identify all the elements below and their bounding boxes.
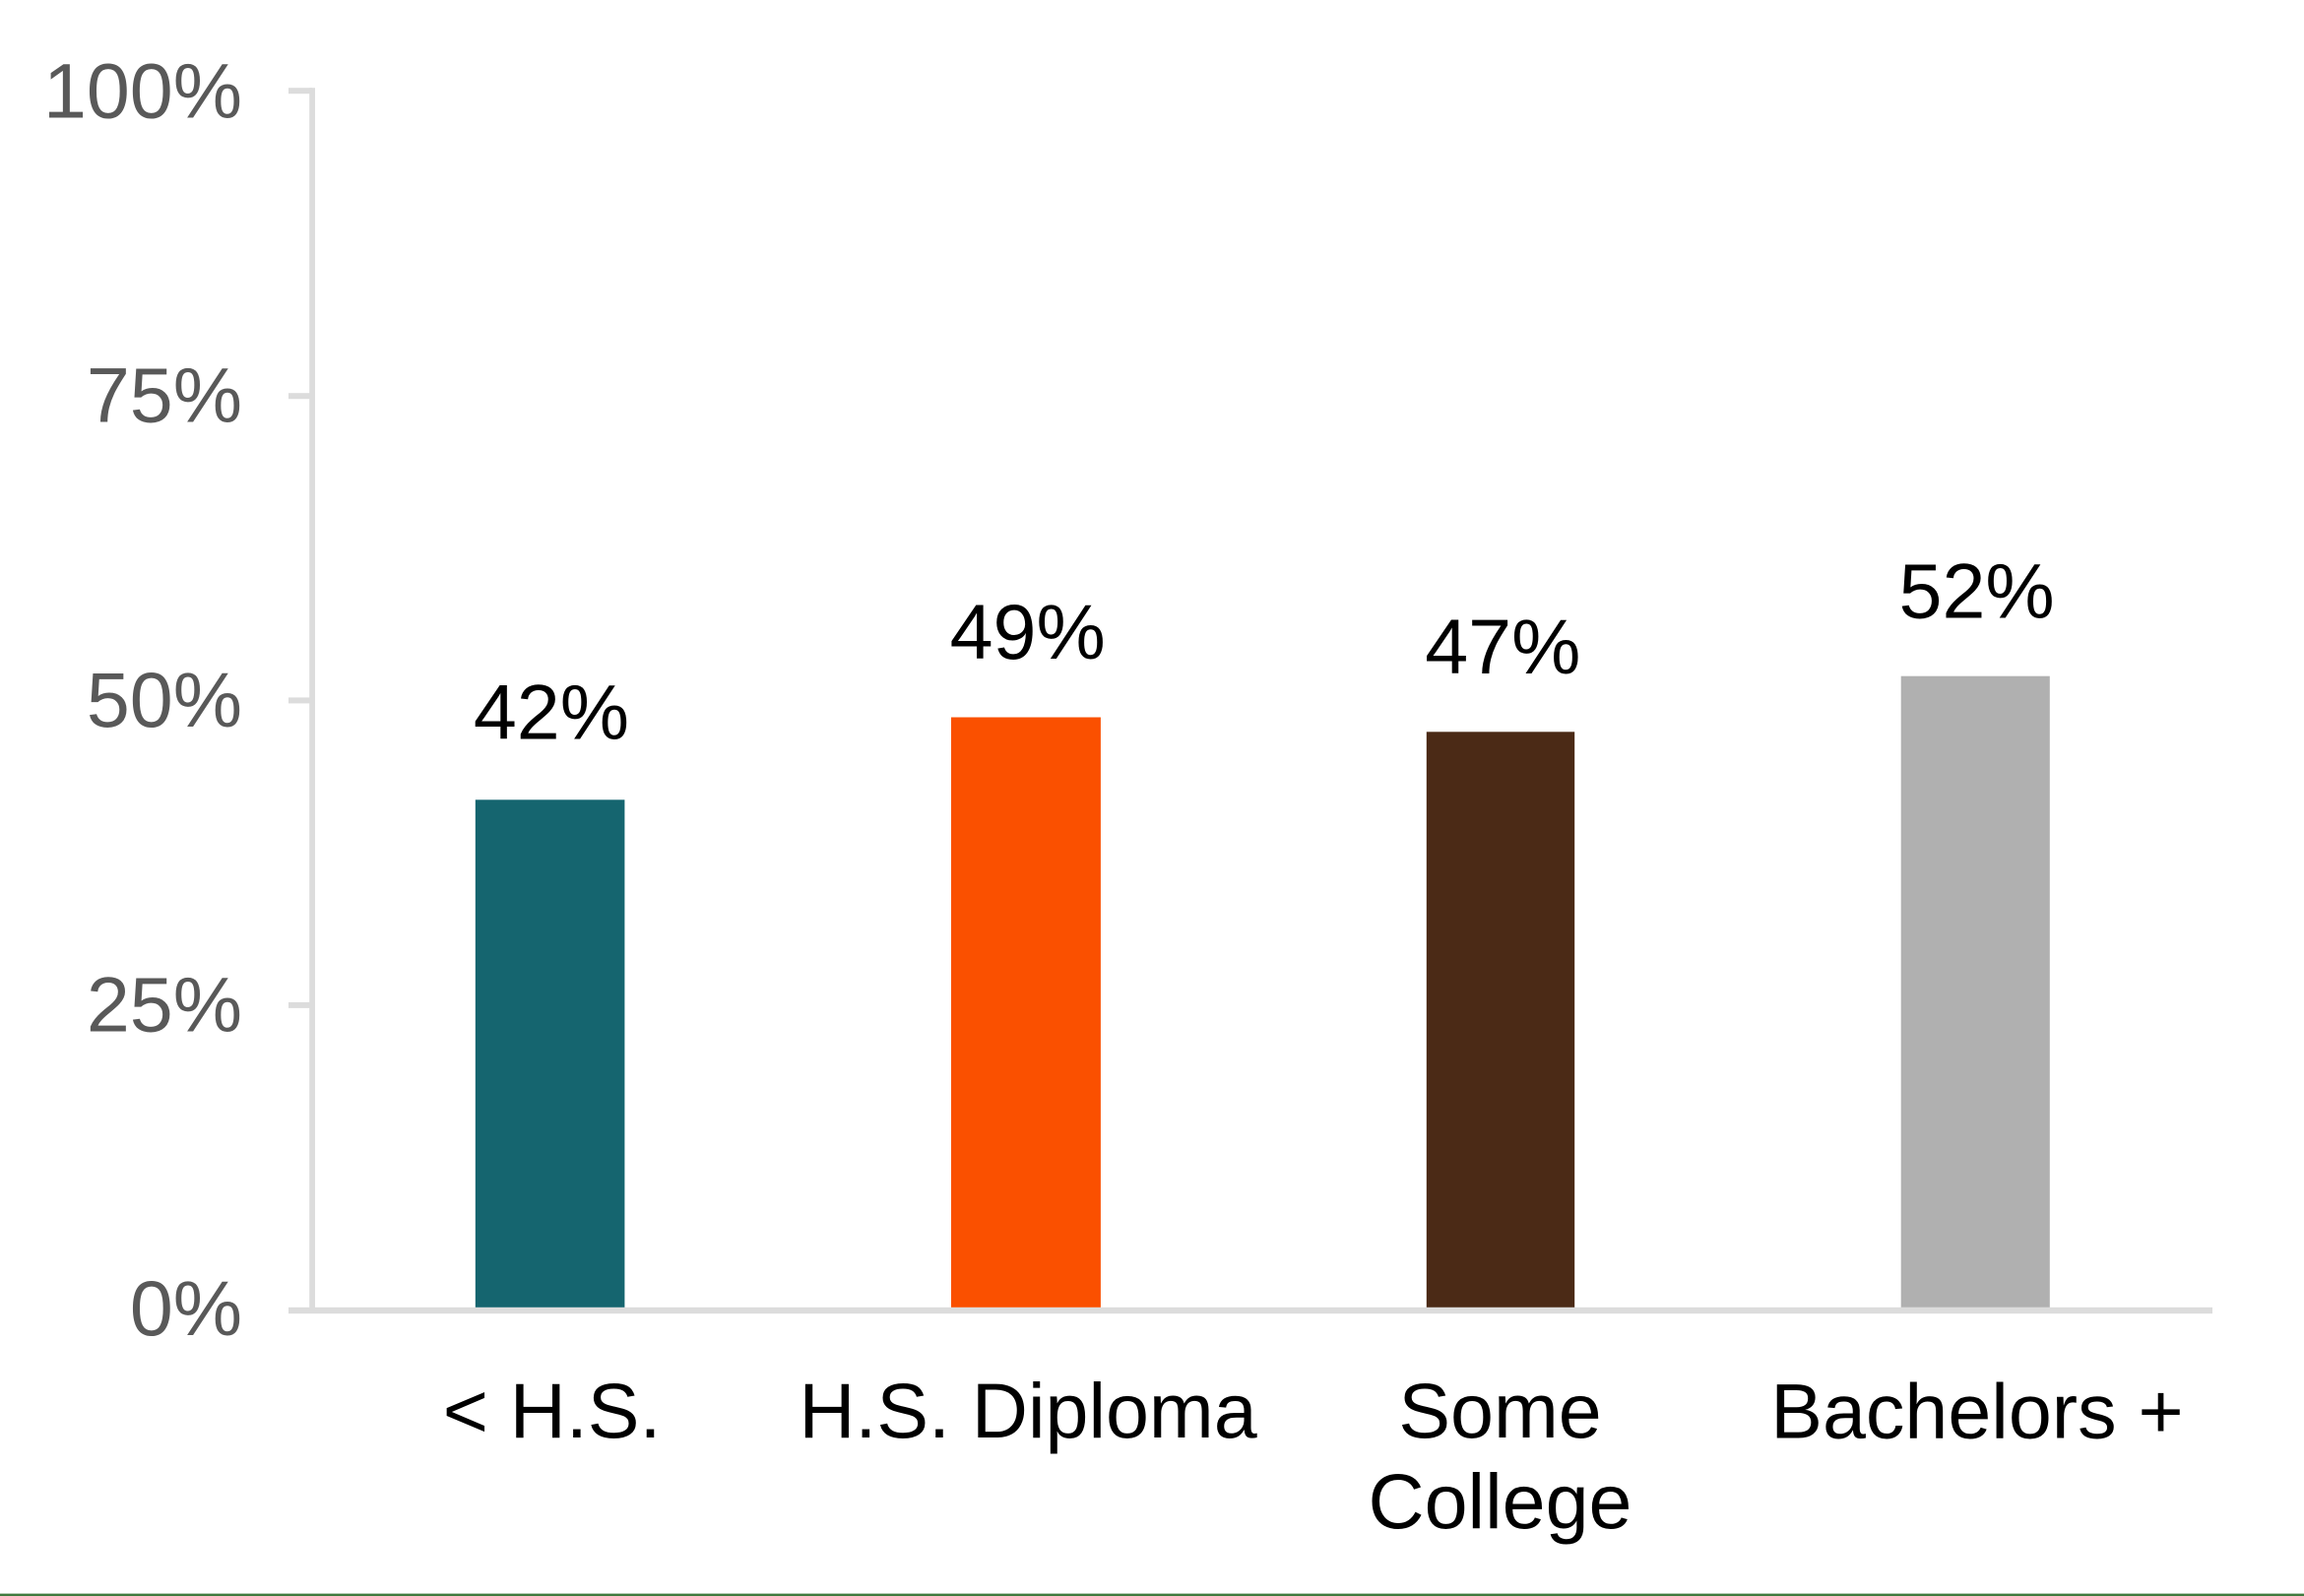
svg-text:49%: 49% — [950, 588, 1106, 675]
svg-text:H.S. Diploma: H.S. Diploma — [799, 1367, 1256, 1454]
svg-text:< H.S.: < H.S. — [443, 1367, 662, 1454]
svg-text:75%: 75% — [87, 351, 242, 439]
svg-text:42%: 42% — [474, 669, 629, 756]
svg-text:25%: 25% — [87, 960, 242, 1048]
svg-text:100%: 100% — [43, 46, 242, 134]
svg-text:Bachelors +: Bachelors + — [1770, 1368, 2183, 1455]
svg-text:52%: 52% — [1899, 546, 2055, 634]
svg-text:0%: 0% — [130, 1264, 242, 1352]
svg-text:47%: 47% — [1425, 603, 1580, 690]
svg-text:College: College — [1369, 1457, 1632, 1545]
svg-text:50%: 50% — [87, 656, 242, 743]
svg-text:Some: Some — [1398, 1367, 1601, 1454]
